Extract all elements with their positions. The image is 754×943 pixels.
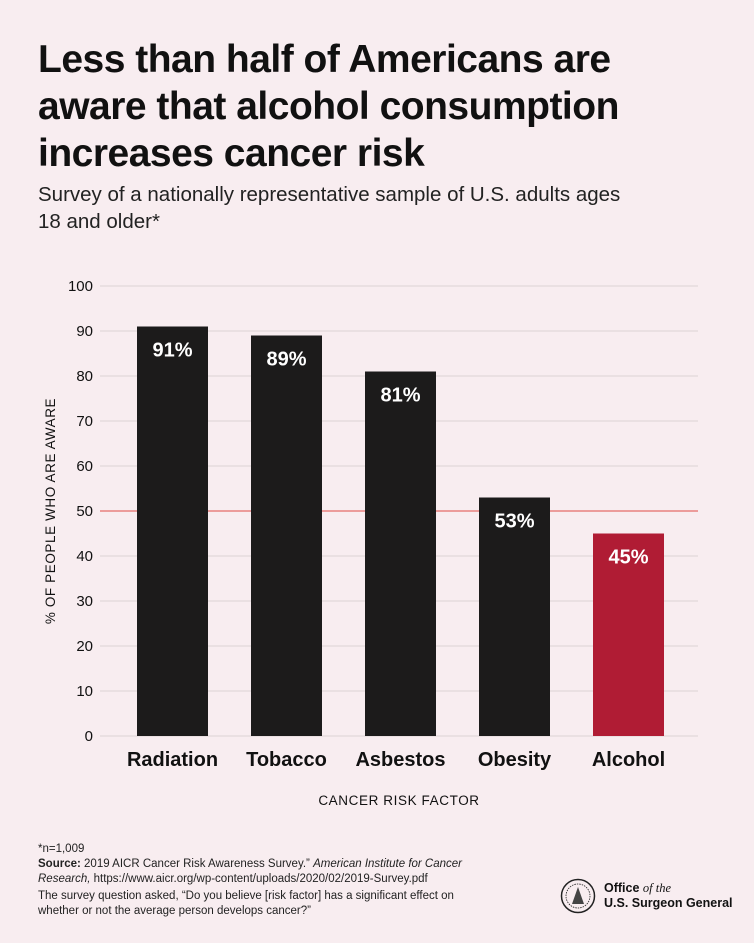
y-tick-label: 0	[85, 728, 93, 745]
x-tick-label: Radiation	[127, 749, 218, 771]
source-publisher: American Institute for Cancer Research,	[38, 858, 462, 885]
y-tick-label: 90	[76, 323, 93, 340]
logo-line2: U.S. Surgeon General	[604, 896, 733, 910]
data-label: 53%	[494, 511, 534, 533]
footnote-n: *n=1,009	[38, 843, 85, 855]
logo-line1: Office	[604, 881, 640, 895]
bar-asbestos	[365, 371, 436, 736]
y-tick-label: 80	[76, 368, 93, 385]
y-tick-label: 100	[68, 278, 93, 295]
y-tick-label: 30	[76, 593, 93, 610]
seal-icon	[560, 878, 596, 914]
chart-subtitle: Survey of a nationally representative sa…	[38, 183, 621, 233]
y-tick-label: 10	[76, 683, 93, 700]
x-axis-label: CANCER RISK FACTOR	[318, 793, 479, 808]
data-label: 45%	[608, 547, 648, 569]
y-tick-label: 20	[76, 638, 93, 655]
source-text: 2019 AICR Cancer Risk Awareness Survey.”	[84, 858, 310, 870]
y-tick-label: 50	[76, 503, 93, 520]
source-url: https://www.aicr.org/wp-content/uploads/…	[93, 873, 428, 885]
x-tick-label: Alcohol	[592, 749, 665, 771]
x-tick-label: Asbestos	[355, 749, 445, 771]
bar-obesity	[479, 497, 550, 736]
data-label: 91%	[152, 340, 192, 362]
x-tick-label: Obesity	[478, 749, 552, 771]
data-label: 81%	[380, 385, 420, 407]
data-label: 89%	[266, 349, 306, 371]
bar-radiation	[137, 326, 208, 736]
bar-tobacco	[251, 335, 322, 736]
y-axis-label: % OF PEOPLE WHO ARE AWARE	[43, 398, 58, 624]
footnote-source: Source: 2019 AICR Cancer Risk Awareness …	[38, 857, 478, 887]
source-label: Source:	[38, 858, 81, 870]
footnote-question: The survey question asked, “Do you belie…	[38, 890, 454, 917]
bar-alcohol	[593, 533, 664, 736]
y-tick-label: 70	[76, 413, 93, 430]
logo-line1-italic: of the	[642, 881, 672, 895]
y-tick-label: 40	[76, 548, 93, 565]
x-tick-label: Tobacco	[246, 749, 327, 771]
y-tick-label: 60	[76, 458, 93, 475]
chart-title: Less than half of Americans are aware th…	[38, 38, 619, 175]
surgeon-general-logo: Office of the U.S. Surgeon General	[560, 878, 733, 914]
